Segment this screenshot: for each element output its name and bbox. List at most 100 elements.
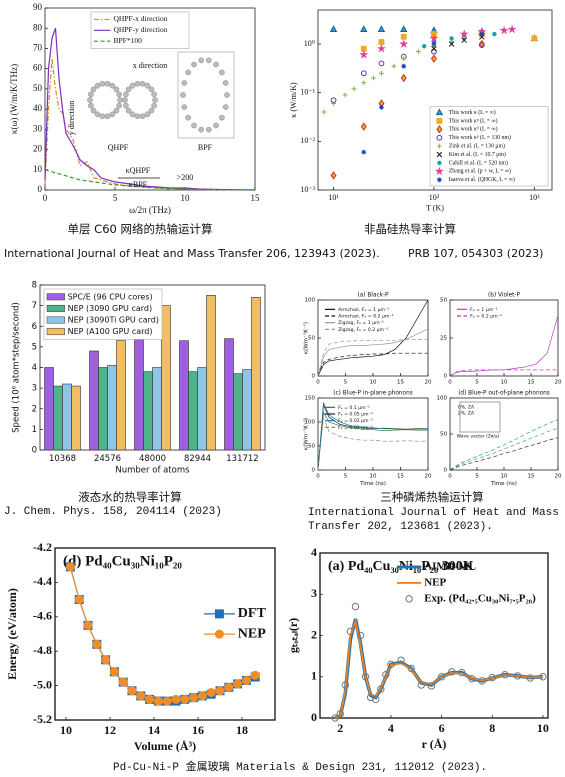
series-line	[317, 328, 429, 377]
molecule-sketch	[87, 97, 93, 103]
caption: Pd-Cu-Ni-P 金属玻璃 Materials & Design 231, …	[112, 762, 488, 774]
legend-label: Zhang et al. (p + w, L = ∞)	[449, 168, 511, 175]
x-tick-label: 10368	[49, 454, 76, 464]
y-tick-label: -4.6	[33, 609, 52, 623]
legend-label: QHPF-y direction	[114, 25, 168, 34]
x-tick-label: 15	[251, 193, 261, 203]
marker	[180, 694, 190, 704]
y-tick-label: 50	[308, 336, 315, 342]
bar	[179, 340, 189, 451]
legend-marker	[436, 125, 443, 134]
y-axis-label: κ(Wm⁻¹K⁻¹)	[303, 418, 310, 450]
marker	[400, 73, 407, 83]
y-tick-label: 50	[440, 298, 447, 304]
molecule-sketch	[144, 82, 151, 89]
x-tick-label: 10	[501, 380, 508, 386]
legend-swatch	[46, 316, 65, 324]
legend-label: NEP	[424, 576, 446, 588]
legend-label: This work κᵖ (L = ∞)	[449, 117, 498, 124]
marker	[492, 31, 497, 37]
chart-title: (d) Blue-P out-of-plane phonons	[458, 391, 550, 397]
x-axis-label: T (K)	[426, 204, 444, 213]
marker	[233, 679, 243, 689]
x-axis-label: r (Å)	[422, 737, 447, 751]
annotation: BPF	[198, 143, 213, 152]
legend-label: Fₑ = 0.2 μm⁻¹	[470, 314, 502, 320]
bar	[44, 367, 54, 451]
y-tick-label: 3	[311, 586, 317, 600]
marker	[501, 670, 509, 679]
legend-box	[429, 106, 549, 187]
marker	[478, 677, 486, 685]
legend-marker	[405, 595, 413, 603]
marker	[360, 122, 367, 131]
marker	[382, 670, 390, 679]
marker	[379, 70, 384, 76]
legend-swatch	[46, 304, 65, 312]
annotation: κBPF	[129, 180, 148, 189]
marker	[371, 75, 376, 81]
legend-label: Cahill et al. (L = 520 nm)	[449, 159, 508, 166]
legend-label: This work κᵈ (L = ∞)	[449, 126, 498, 133]
x-tick-label: 20	[555, 474, 562, 480]
marker	[145, 694, 155, 704]
legend-label: NEP (A100 GPU card)	[68, 327, 153, 336]
marker	[372, 695, 380, 704]
molecule-sketch	[213, 61, 219, 68]
marker	[241, 675, 251, 685]
y-tick-label: 0	[444, 468, 448, 474]
marker	[206, 687, 216, 697]
marker	[539, 673, 547, 681]
y-axis-label: κ (W/m/K)	[289, 82, 298, 118]
x-tick-label: 10	[370, 380, 377, 386]
legend-marker	[434, 166, 444, 176]
y-tick-label: 10⁻²	[300, 136, 315, 145]
x-tick-label: 0	[448, 474, 452, 480]
bar	[233, 373, 243, 451]
molecule-sketch	[181, 104, 188, 110]
legend-swatch	[46, 328, 65, 336]
legend-label: Isaeva et al. (QHGK, L = ∞)	[449, 176, 515, 183]
legend-label: Armchair, Fₑ = 1 μm⁻¹	[338, 307, 389, 313]
series-line	[44, 28, 256, 191]
annotation: 0%, ZA	[458, 405, 475, 411]
marker	[127, 686, 137, 696]
marker	[377, 685, 385, 693]
y-tick-label: 3	[32, 384, 37, 394]
caption: 液态水的热导率计算	[78, 490, 182, 504]
x-tick-label: 10	[537, 721, 549, 735]
legend-label: Fₑ = 0.05 μm⁻¹	[338, 412, 373, 418]
marker	[356, 631, 365, 640]
marker	[422, 44, 427, 49]
molecule-sketch	[148, 107, 155, 114]
marker	[361, 149, 367, 155]
x-tick-label: 48000	[139, 454, 166, 464]
x-tick-label: 10¹	[328, 193, 339, 202]
bar	[134, 336, 144, 451]
y-tick-label: 100	[305, 298, 316, 304]
marker	[437, 673, 446, 681]
series-line	[317, 299, 429, 377]
marker	[468, 675, 476, 683]
series-line	[317, 352, 428, 377]
marker	[429, 33, 439, 43]
molecule-sketch	[123, 102, 129, 109]
legend-label: NEP (3090Ti GPU card)	[68, 316, 159, 325]
molecule-sketch	[181, 80, 188, 86]
bar	[71, 385, 81, 451]
molecule-sketch	[148, 86, 155, 93]
x-tick-label: 15	[397, 474, 404, 480]
series-line	[449, 437, 559, 471]
molecule-sketch	[113, 107, 120, 114]
molecule-sketch	[129, 111, 136, 118]
legend-label: This work κ (L = ∞)	[449, 109, 496, 116]
legend-label: DFT	[238, 606, 267, 621]
marker	[526, 674, 534, 682]
x-tick-label: 5	[475, 474, 479, 480]
annotation: 2%, ZA	[458, 411, 475, 417]
series-line	[449, 315, 559, 377]
y-tick-label: 0	[312, 468, 316, 474]
x-tick-label: 15	[397, 380, 404, 386]
marker	[459, 29, 469, 38]
y-tick-label: 30	[33, 123, 43, 133]
